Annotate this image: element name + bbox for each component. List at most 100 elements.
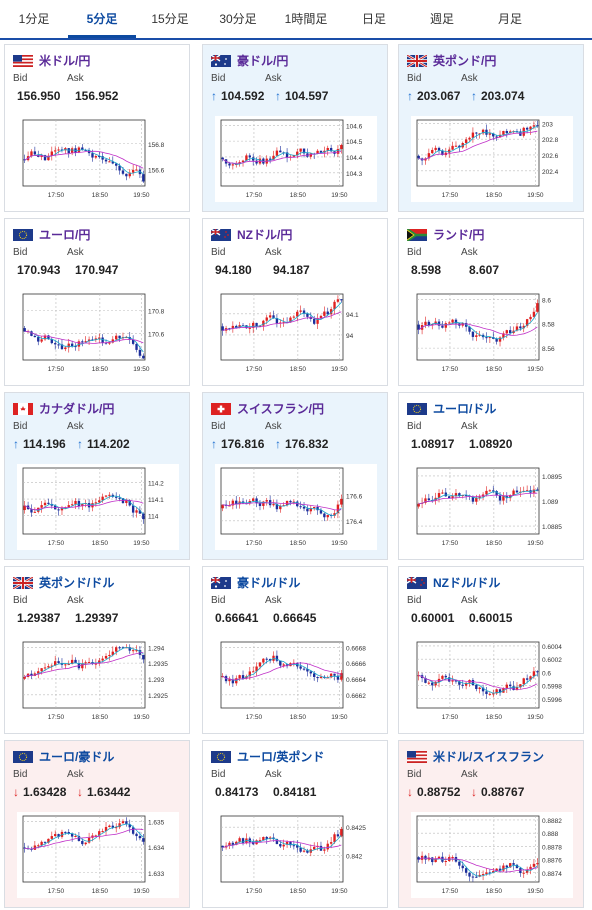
- candle-body: [255, 160, 258, 164]
- pair-name[interactable]: NZドル/円: [237, 227, 293, 242]
- candle-body: [451, 680, 454, 682]
- candle-body: [138, 510, 142, 514]
- currency-card-5[interactable]: ランド/円 Bid Ask 8.598 8.607 8.6 8.58 8.56 17:50 18:…: [398, 218, 584, 386]
- candlestick-chart[interactable]: 8.6 8.58 8.56 17:50 18:50 19:50: [411, 290, 573, 376]
- ma-short-line: [24, 495, 144, 515]
- candlestick-chart[interactable]: 1.294 1.2935 1.293 1.2925 17:50 18:50 19:50: [17, 638, 179, 724]
- card-title[interactable]: 豪ドル/円: [210, 52, 289, 68]
- currency-card-11[interactable]: NZドル/ドル Bid Ask 0.60001 0.60015 0.6004 0.6002 0…: [398, 566, 584, 734]
- x-tick-label: 17:50: [442, 540, 459, 547]
- currency-card-8[interactable]: ユーロ/ドル Bid Ask 1.08917 1.08920 1.0895 1.089 1.0…: [398, 392, 584, 560]
- card-title[interactable]: ユーロ/英ポンド: [211, 748, 324, 764]
- card-title[interactable]: 豪ドル/ドル: [210, 574, 301, 590]
- candle-body: [74, 500, 77, 505]
- card-title[interactable]: NZドル/円: [210, 226, 293, 242]
- price-labels: Bid Ask: [13, 247, 121, 258]
- card-title[interactable]: ユーロ/ドル: [407, 400, 496, 416]
- candle-body: [427, 153, 431, 159]
- card-title[interactable]: カナダドル/円: [13, 400, 114, 416]
- currency-card-2[interactable]: 英ポンド/円 Bid Ask ↑ 203.067 ↑ 203.074 203 202.8 202.…: [398, 44, 584, 212]
- currency-card-12[interactable]: ユーロ/豪ドル Bid Ask ↓ 1.63428 ↓ 1.63442 1.635 1.634 1…: [4, 740, 190, 908]
- pair-name[interactable]: ランド/円: [433, 227, 485, 242]
- currency-card-0[interactable]: 米ドル/円 Bid Ask 156.950 156.952 156.8 156.6 17:50…: [4, 44, 190, 212]
- candle-body: [275, 150, 279, 156]
- tab-4[interactable]: 1時間足: [284, 12, 328, 26]
- candlestick-chart[interactable]: 0.8882 0.888 0.8878 0.8876 0.8874 17:50 18:50 1…: [411, 812, 573, 898]
- candlestick-chart[interactable]: 104.6 104.5 104.4 104.3 17:50 18:50 19:50: [215, 116, 377, 202]
- card-title[interactable]: NZドル/ドル: [406, 574, 501, 590]
- candle-body: [471, 679, 475, 685]
- currency-card-6[interactable]: カナダドル/円 Bid Ask ↑ 114.196 ↑ 114.202 114.2 114.1 1…: [4, 392, 190, 560]
- tab-1[interactable]: 5分足: [68, 0, 136, 38]
- x-tick-label: 19:50: [331, 540, 348, 547]
- candle-body: [60, 508, 64, 511]
- candle-body: [70, 659, 74, 664]
- pair-name[interactable]: スイスフラン/円: [237, 401, 324, 416]
- candlestick-chart[interactable]: 176.6 176.4 17:50 18:50 19:50: [215, 464, 377, 550]
- card-title[interactable]: 米ドル/スイスフラン: [407, 748, 544, 764]
- pair-name[interactable]: ユーロ/ドル: [433, 401, 497, 416]
- card-title[interactable]: 英ポンド/円: [406, 52, 497, 69]
- pair-name[interactable]: ユーロ/円: [39, 227, 91, 242]
- ask-label: Ask: [265, 595, 282, 606]
- tab-3[interactable]: 30分足: [219, 12, 257, 26]
- currency-card-9[interactable]: 英ポンド/ドル Bid Ask 1.29387 1.29397 1.294 1.2935 1.…: [4, 566, 190, 734]
- candlestick-chart[interactable]: 0.8425 0.842 17:50 18:50 19:50: [215, 812, 377, 898]
- card-title[interactable]: 米ドル/円: [13, 52, 90, 68]
- candle-body: [464, 495, 468, 497]
- pair-name[interactable]: 米ドル/スイスフラン: [433, 749, 544, 764]
- card-title[interactable]: ユーロ/円: [13, 226, 90, 242]
- pair-name[interactable]: ユーロ/英ポンド: [237, 749, 325, 764]
- candle-body: [40, 339, 43, 342]
- candle-body: [57, 661, 60, 664]
- currency-card-7[interactable]: スイスフラン/円 Bid Ask ↑ 176.816 ↑ 176.832 176.6 176.4…: [202, 392, 388, 560]
- chart-frame: [416, 815, 540, 883]
- pair-name[interactable]: 豪ドル/ドル: [237, 575, 301, 590]
- pair-name[interactable]: 英ポンド/ドル: [39, 575, 115, 590]
- candle-body: [115, 496, 118, 498]
- card-title[interactable]: 英ポンド/ドル: [12, 574, 115, 591]
- tab-0[interactable]: 1分足: [18, 12, 50, 26]
- currency-card-13[interactable]: ユーロ/英ポンド Bid Ask 0.84173 0.84181 0.8425 0.842 1…: [202, 740, 388, 908]
- tab-7[interactable]: 月足: [497, 12, 522, 26]
- x-tick-label: 19:50: [527, 714, 544, 721]
- candle-body: [279, 505, 282, 510]
- pair-name[interactable]: ユーロ/豪ドル: [39, 749, 115, 764]
- candlestick-chart[interactable]: 170.8 170.6 17:50 18:50 19:50: [17, 290, 179, 376]
- ask-label: Ask: [265, 421, 282, 432]
- currency-card-10[interactable]: 豪ドル/ドル Bid Ask 0.66641 0.66645 0.6668 0.6666 0.…: [202, 566, 388, 734]
- currency-card-14[interactable]: 米ドル/スイスフラン Bid Ask ↓ 0.88752 ↓ 0.88767 0.8882 0.…: [398, 740, 584, 908]
- currency-card-1[interactable]: 豪ドル/円 Bid Ask ↑ 104.592 ↑ 104.597 104.6 104.5 104…: [202, 44, 388, 212]
- candle-body: [248, 155, 251, 158]
- candle-body: [138, 349, 142, 356]
- candle-body: [454, 493, 458, 497]
- candlestick-chart[interactable]: 0.6004 0.6002 0.6 0.5998 0.5996 17:50 18:50 19:…: [411, 638, 573, 724]
- candlestick-chart[interactable]: 114.2 114.1 114 17:50 18:50 19:50: [17, 464, 179, 550]
- card-title[interactable]: スイスフラン/円: [211, 400, 324, 416]
- candle-body: [296, 845, 299, 848]
- candlestick-chart[interactable]: 0.6668 0.6666 0.6664 0.6662 17:50 18:50 19:50: [215, 638, 377, 724]
- pair-name[interactable]: カナダドル/円: [39, 401, 115, 416]
- tab-6[interactable]: 週足: [429, 12, 454, 26]
- currency-card-4[interactable]: NZドル/円 Bid Ask 94.180 94.187 94.1 94 17:50 18:50…: [202, 218, 388, 386]
- y-tick-label: 94: [346, 333, 354, 340]
- pair-name[interactable]: 英ポンド/円: [433, 53, 497, 68]
- pair-name[interactable]: 豪ドル/円: [237, 53, 289, 68]
- pair-name[interactable]: 米ドル/円: [39, 53, 91, 68]
- candlestick-chart[interactable]: 1.0895 1.089 1.0885 17:50 18:50 19:50: [411, 464, 573, 550]
- chart-background: [215, 638, 377, 724]
- candle-body: [77, 341, 81, 347]
- ask-value: 156.952: [75, 89, 119, 103]
- card-title[interactable]: ユーロ/豪ドル: [13, 748, 114, 764]
- candlestick-chart[interactable]: 94.1 94 17:50 18:50 19:50: [215, 290, 377, 376]
- candlestick-chart[interactable]: 1.635 1.634 1.633 17:50 18:50 19:50: [17, 812, 179, 898]
- candle-body: [231, 164, 235, 166]
- candlestick-chart[interactable]: 156.8 156.6 17:50 18:50 19:50: [17, 116, 179, 202]
- tab-2[interactable]: 15分足: [151, 12, 189, 26]
- y-tick-label: 0.8882: [542, 818, 562, 825]
- tab-5[interactable]: 日足: [361, 12, 386, 26]
- candlestick-chart[interactable]: 203 202.8 202.6 202.4 17:50 18:50 19:50: [411, 116, 573, 202]
- card-title[interactable]: ランド/円: [406, 226, 485, 242]
- pair-name[interactable]: NZドル/ドル: [433, 575, 501, 590]
- currency-card-3[interactable]: ユーロ/円 Bid Ask 170.943 170.947 170.8 170.6 17:50…: [4, 218, 190, 386]
